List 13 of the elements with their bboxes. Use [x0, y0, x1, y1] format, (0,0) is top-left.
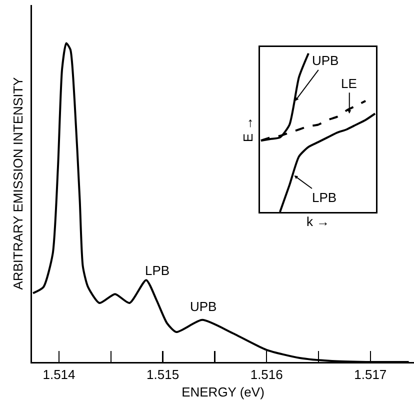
x-axis-title: ENERGY (eV): [182, 384, 264, 400]
annotation: LPB: [145, 263, 170, 278]
x-tick-label: 1.515: [146, 367, 180, 382]
annotation: UPB: [190, 299, 217, 314]
x-tick-label: 1.514: [42, 367, 76, 382]
annotation: LPB: [312, 190, 337, 205]
x-tick-label: 1.517: [354, 367, 387, 382]
annotation: LE: [341, 76, 358, 91]
y-axis-title: ARBITRARY EMISSION INTENSITY: [10, 76, 26, 290]
y-axis-title: E →: [240, 116, 256, 142]
x-tick-label: 1.516: [250, 367, 283, 382]
x-axis-title: k →: [306, 214, 330, 229]
annotation: UPB: [312, 53, 339, 68]
